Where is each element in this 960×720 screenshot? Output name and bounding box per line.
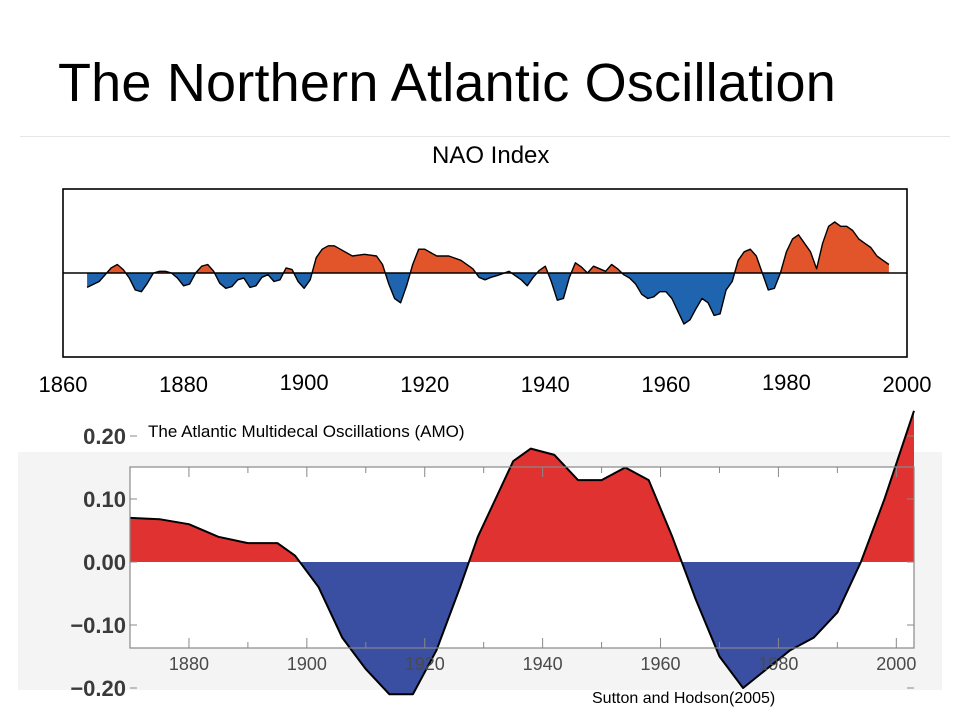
slide-title: The Northern Atlantic Oscillation [58, 53, 836, 113]
amo-positive-area-4 [860, 410, 914, 562]
nao-positive-area-21 [780, 222, 889, 273]
nao-x-tick-label: 1940 [521, 372, 570, 397]
nao-x-tick-label: 1960 [641, 372, 690, 397]
nao-series-line [86, 221, 890, 325]
title-divider [20, 136, 950, 137]
nao-x-tick-label: 1860 [39, 372, 88, 397]
nao-negative-area-6 [214, 273, 284, 289]
nao-negative-area-4 [171, 273, 196, 286]
amo-negative-area-3 [681, 562, 861, 688]
nao-positive-area-5 [195, 264, 215, 273]
nao-plot-frame [62, 188, 908, 358]
amo-x-tick-label: 1900 [287, 654, 327, 674]
nao-x-tick-label: 1980 [762, 370, 811, 395]
nao-chart: 1860 1880 1900 1920 1940 1960 1980 2000 [39, 188, 932, 397]
amo-x-tick-label: 1920 [405, 654, 445, 674]
source-credit: Sutton and Hodson(2005) [592, 690, 776, 707]
amo-chart: 0.20 0.10 0.00 −0.10 −0.20 1880 1900 1920 1940 19… [70, 410, 916, 701]
amo-y-tick-label: 0.10 [83, 487, 126, 512]
nao-x-tick-label: 2000 [883, 372, 932, 397]
amo-positive-area-2 [468, 448, 682, 562]
amo-x-tick-label: 1980 [758, 654, 798, 674]
amo-positive-area-0 [130, 517, 300, 562]
amo-x-tick-label: 1940 [523, 654, 563, 674]
nao-negative-area-12 [476, 273, 505, 280]
nao-negative-area-8 [293, 273, 312, 289]
nao-negative-area-18 [621, 273, 735, 324]
nao-x-tick-label: 1880 [159, 372, 208, 397]
amo-negative-area-1 [299, 562, 469, 695]
nao-chart-title: NAO Index [432, 142, 550, 169]
nao-negative-area-16 [548, 273, 572, 301]
nao-positive-area-1 [106, 264, 126, 273]
nao-negative-area-0 [87, 273, 107, 288]
nao-negative-area-14 [511, 273, 537, 286]
nao-positive-area-9 [312, 245, 386, 273]
nao-negative-area-2 [125, 273, 154, 292]
amo-y-tick-label: −0.10 [70, 613, 126, 638]
nao-x-tick-label: 1920 [400, 372, 449, 397]
amo-y-tick-label: 0.00 [83, 550, 126, 575]
amo-series-line [129, 410, 915, 696]
nao-positive-area-11 [410, 249, 476, 273]
amo-y-tick-label: 0.20 [83, 424, 126, 449]
amo-x-tick-label: 2000 [876, 654, 916, 674]
amo-y-tick-label: −0.20 [70, 676, 126, 701]
nao-x-tick-label: 1900 [280, 370, 329, 395]
amo-plot-frame [129, 466, 915, 649]
amo-x-tick-label: 1880 [169, 654, 209, 674]
amo-chart-title: The Atlantic Multidecal Oscillations (AM… [148, 422, 465, 441]
amo-x-tick-label: 1960 [641, 654, 681, 674]
nao-negative-area-10 [385, 273, 411, 303]
